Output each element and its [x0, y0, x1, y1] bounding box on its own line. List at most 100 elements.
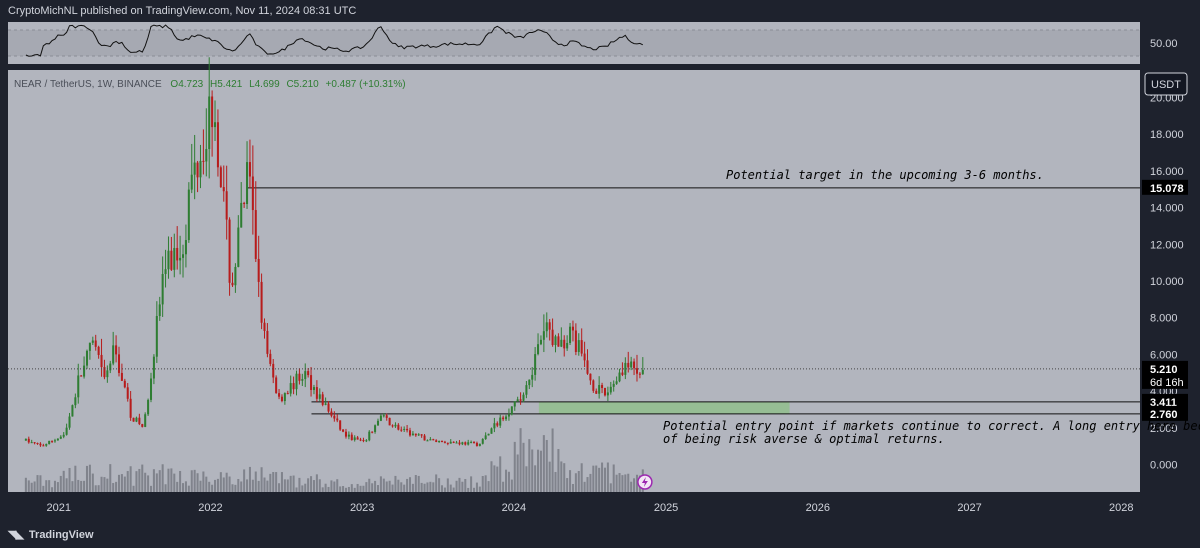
low-label: L: [249, 79, 255, 90]
volume-bar: [382, 478, 385, 492]
volume-bar: [199, 480, 202, 492]
volume-bar: [557, 449, 560, 492]
candle-body: [362, 440, 365, 442]
volume-bar: [350, 484, 353, 492]
volume-bar: [269, 473, 272, 492]
volume-bar: [321, 487, 324, 492]
candle-body: [318, 394, 321, 399]
y-tick-label: 12.000: [1150, 239, 1184, 251]
candle-body: [336, 418, 339, 421]
volume-bar: [435, 474, 438, 492]
candle-body: [266, 330, 269, 354]
x-tick-label: 2027: [957, 502, 981, 514]
volume-bar: [283, 479, 286, 492]
candle-body: [638, 373, 641, 375]
candle-body: [641, 369, 644, 375]
volume-bar: [545, 439, 548, 492]
y-tick-label: 2.000: [1150, 423, 1178, 435]
volume-bar: [534, 465, 537, 492]
candle-body: [417, 434, 420, 436]
volume-bar: [144, 472, 147, 492]
candle-body: [77, 375, 80, 398]
candle-body: [379, 415, 382, 421]
volume-bar: [266, 480, 269, 492]
candle-body: [94, 340, 97, 347]
candle-body: [30, 442, 33, 444]
last-price-label-bg: [1142, 360, 1188, 389]
candle-body: [231, 282, 234, 286]
volume-bar: [574, 473, 577, 492]
candle-body: [225, 191, 228, 220]
volume-bar: [359, 485, 362, 492]
candle-body: [56, 438, 59, 441]
candle-body: [62, 434, 65, 437]
candle-body: [80, 375, 83, 377]
candle-body: [545, 322, 548, 332]
volume-bar: [502, 481, 505, 492]
volume-bar: [24, 477, 27, 492]
candle-body: [48, 440, 51, 445]
candle-body: [554, 336, 557, 346]
volume-bar: [630, 481, 633, 492]
candle-body: [138, 417, 141, 425]
candle-body: [164, 269, 167, 275]
candle-body: [571, 326, 574, 331]
volume-bar: [248, 466, 251, 492]
published-info: CryptoMichNL published on TradingView.co…: [8, 5, 357, 17]
candle-body: [216, 122, 219, 168]
candle-body: [440, 441, 444, 443]
candle-body: [155, 316, 158, 357]
candle-body: [464, 442, 467, 445]
volume-bar: [170, 468, 173, 492]
volume-bar: [478, 486, 481, 492]
candle-body: [135, 417, 138, 422]
annotation-entry-line1: Potential entry point if markets continu…: [663, 419, 1200, 433]
zone-low-label-bg: [1142, 405, 1188, 421]
zone-high-label-bg: [1142, 393, 1188, 409]
volume-bar: [336, 479, 339, 492]
candle-body: [560, 339, 563, 347]
candle-body: [100, 354, 103, 368]
candle-body: [27, 438, 30, 443]
candle-body: [458, 442, 461, 445]
candle-body: [251, 176, 254, 211]
currency-button[interactable]: USDT: [1144, 72, 1188, 96]
volume-bar: [115, 481, 118, 492]
volume-bar: [135, 471, 138, 492]
candle-body: [507, 414, 510, 417]
volume-bar: [138, 468, 141, 492]
volume-bar: [132, 485, 135, 492]
entry-zone-layer: [538, 401, 790, 414]
volume-bar: [68, 467, 71, 492]
candle-body: [187, 189, 190, 241]
volume-bar: [569, 470, 572, 492]
candle-body: [577, 340, 580, 353]
candle-body: [286, 393, 289, 395]
candle-body: [45, 444, 48, 446]
candle-body: [539, 339, 542, 345]
volume-bar: [315, 474, 318, 492]
annotation-entry-line2: of being risk averse & optimal returns.: [663, 432, 945, 446]
tradingview-logo-icon: ◥◣: [8, 529, 24, 541]
volume-bar: [603, 467, 606, 492]
volume-bar: [368, 478, 371, 492]
candle-body: [371, 431, 374, 433]
candle-body: [603, 388, 606, 396]
candle-body: [408, 430, 412, 436]
volume-bar: [59, 475, 62, 492]
rsi-pane: 50.00: [8, 22, 1200, 64]
candle-body: [310, 375, 313, 390]
candle-body: [158, 304, 161, 317]
candle-body: [487, 433, 490, 436]
volume-bar: [464, 479, 467, 492]
candle-body: [388, 417, 391, 426]
volume-bar: [560, 461, 563, 492]
currency-button-bg: [1144, 72, 1188, 96]
volume-bar: [513, 441, 516, 492]
volume-bar: [333, 481, 336, 492]
candle-body: [278, 393, 281, 397]
lightning-icon[interactable]: [637, 474, 653, 490]
volume-bar: [158, 470, 161, 492]
volume-bar: [147, 475, 150, 492]
high-value: 5.421: [217, 79, 242, 90]
